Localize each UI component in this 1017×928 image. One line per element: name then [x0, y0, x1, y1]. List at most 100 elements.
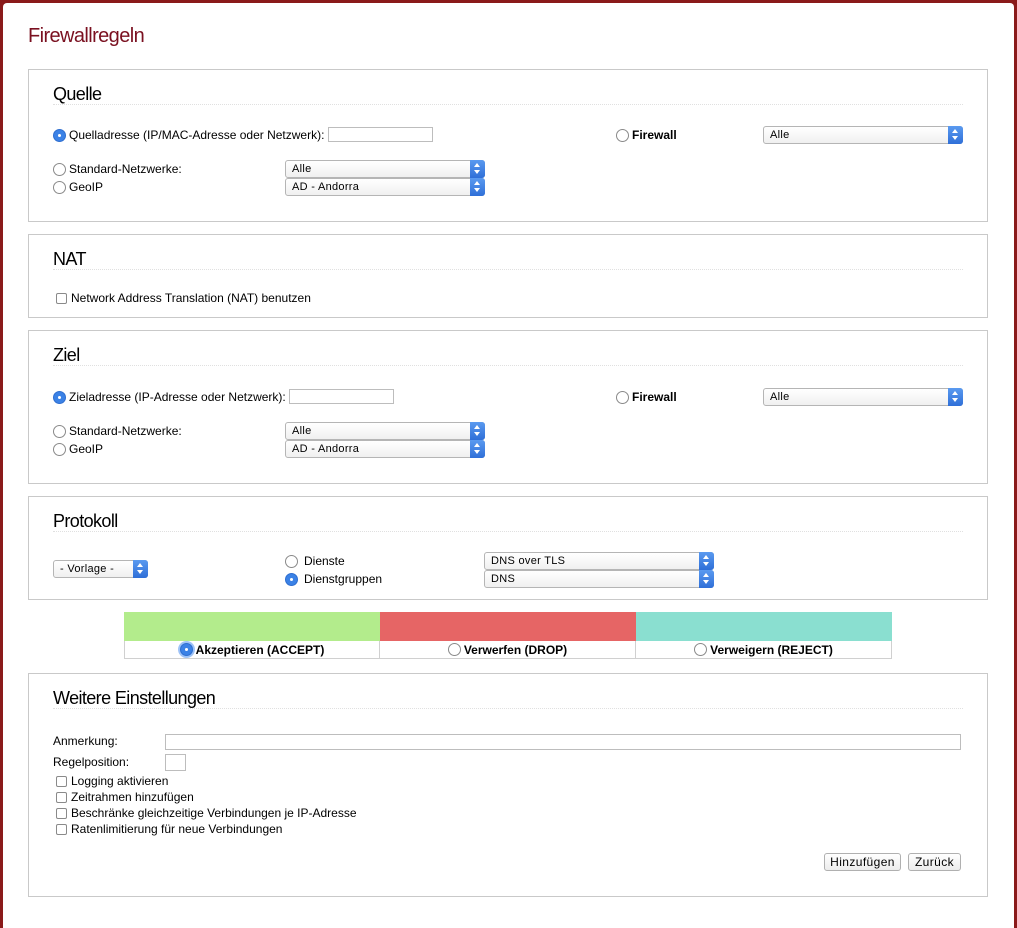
- destination-geoip-select[interactable]: AD - Andorra: [285, 440, 485, 458]
- source-geoip-label: GeoIP: [69, 180, 104, 194]
- source-geoip-option[interactable]: GeoIP: [53, 178, 103, 196]
- nat-section-title: NAT: [53, 249, 86, 269]
- destination-address-option[interactable]: Zieladresse (IP-Adresse oder Netzwerk):: [53, 388, 286, 406]
- nat-checkbox[interactable]: [56, 292, 67, 304]
- protocol-template-select[interactable]: - Vorlage -: [53, 560, 148, 578]
- chevron-updown-icon: [470, 160, 485, 178]
- destination-geoip-option[interactable]: GeoIP: [53, 440, 103, 458]
- source-standard-networks-label: Standard-Netzwerke:: [69, 162, 182, 176]
- protocol-services-label: Dienste: [304, 554, 345, 568]
- source-firewall-label: Firewall: [632, 128, 677, 142]
- logging-label: Logging aktivieren: [71, 774, 169, 788]
- destination-address-input[interactable]: [289, 389, 394, 404]
- source-firewall-option[interactable]: Firewall: [616, 126, 677, 144]
- destination-address-label: Zieladresse (IP-Adresse oder Netzwerk):: [69, 390, 286, 404]
- remark-input[interactable]: [165, 734, 961, 750]
- drop-option[interactable]: Verwerfen (DROP): [380, 641, 636, 659]
- source-section: Quelle Quelladresse (IP/MAC-Adresse oder…: [28, 69, 988, 222]
- protocol-section: Protokoll - Vorlage - Dienste DNS over T…: [28, 496, 988, 600]
- source-firewall-select-value: Alle: [770, 129, 790, 141]
- protocol-service-groups-option[interactable]: Dienstgruppen: [285, 570, 382, 588]
- destination-standard-networks-option[interactable]: Standard-Netzwerke:: [53, 422, 182, 440]
- source-geoip-select[interactable]: AD - Andorra: [285, 178, 485, 196]
- source-standard-networks-value: Alle: [292, 163, 312, 175]
- limit-connections-option[interactable]: Beschränke gleichzeitige Verbindungen je…: [56, 804, 357, 822]
- source-address-input[interactable]: [328, 127, 433, 142]
- destination-section: Ziel Zieladresse (IP-Adresse oder Netzwe…: [28, 330, 988, 484]
- chevron-updown-icon: [470, 422, 485, 440]
- protocol-template-value: - Vorlage -: [60, 563, 115, 575]
- nat-checkbox-label: Network Address Translation (NAT) benutz…: [71, 291, 311, 305]
- protocol-service-groups-select[interactable]: DNS: [484, 570, 714, 588]
- rate-limit-label: Ratenlimitierung für neue Verbindungen: [71, 822, 283, 836]
- reject-option[interactable]: Verweigern (REJECT): [636, 641, 892, 659]
- accept-option[interactable]: Akzeptieren (ACCEPT): [124, 641, 380, 659]
- chevron-updown-icon: [948, 126, 963, 144]
- protocol-service-groups-value: DNS: [491, 573, 516, 585]
- position-row: Regelposition:: [53, 753, 129, 771]
- chevron-updown-icon: [948, 388, 963, 406]
- source-firewall-select[interactable]: Alle: [763, 126, 963, 144]
- chevron-updown-icon: [133, 560, 148, 578]
- remark-label: Anmerkung:: [53, 734, 118, 748]
- destination-firewall-label: Firewall: [632, 390, 677, 404]
- protocol-service-groups-radio[interactable]: [285, 572, 298, 586]
- source-standard-networks-radio[interactable]: [53, 162, 66, 176]
- destination-firewall-option[interactable]: Firewall: [616, 388, 677, 406]
- destination-geoip-label: GeoIP: [69, 442, 104, 456]
- more-settings-section: Weitere Einstellungen Anmerkung: Regelpo…: [28, 673, 988, 897]
- chevron-updown-icon: [699, 570, 714, 588]
- rule-action-selector: Akzeptieren (ACCEPT) Verwerfen (DROP) Ve…: [124, 612, 892, 659]
- destination-firewall-select[interactable]: Alle: [763, 388, 963, 406]
- protocol-services-radio[interactable]: [285, 554, 298, 568]
- destination-geoip-radio[interactable]: [53, 442, 66, 456]
- chevron-updown-icon: [699, 552, 714, 570]
- logging-checkbox[interactable]: [56, 775, 67, 787]
- timeframe-label: Zeitrahmen hinzufügen: [71, 790, 194, 804]
- destination-standard-networks-value: Alle: [292, 425, 312, 437]
- source-address-radio[interactable]: [53, 128, 66, 142]
- timeframe-checkbox[interactable]: [56, 791, 67, 803]
- destination-standard-networks-label: Standard-Netzwerke:: [69, 424, 182, 438]
- source-section-title: Quelle: [53, 84, 102, 104]
- add-button[interactable]: Hinzufügen: [824, 853, 901, 871]
- chevron-updown-icon: [470, 178, 485, 196]
- limit-connections-label: Beschränke gleichzeitige Verbindungen je…: [71, 806, 357, 820]
- timeframe-option[interactable]: Zeitrahmen hinzufügen: [56, 788, 194, 806]
- protocol-services-value: DNS over TLS: [491, 555, 566, 567]
- reject-radio[interactable]: [694, 643, 708, 656]
- back-button[interactable]: Zurück: [908, 853, 961, 871]
- protocol-services-select[interactable]: DNS over TLS: [484, 552, 714, 570]
- source-standard-networks-select[interactable]: Alle: [285, 160, 485, 178]
- destination-firewall-radio[interactable]: [616, 390, 629, 404]
- protocol-service-groups-label: Dienstgruppen: [304, 572, 383, 586]
- rate-limit-option[interactable]: Ratenlimitierung für neue Verbindungen: [56, 820, 282, 838]
- page-title: Firewallregeln: [28, 25, 145, 47]
- divider: [53, 708, 963, 709]
- nat-option[interactable]: Network Address Translation (NAT) benutz…: [56, 289, 311, 307]
- destination-geoip-value: AD - Andorra: [292, 443, 360, 455]
- rate-limit-checkbox[interactable]: [56, 823, 67, 835]
- logging-option[interactable]: Logging aktivieren: [56, 772, 168, 790]
- accept-color-band: [124, 612, 380, 641]
- accept-label: Akzeptieren (ACCEPT): [195, 642, 325, 657]
- drop-label: Verwerfen (DROP): [463, 642, 568, 657]
- source-geoip-radio[interactable]: [53, 180, 66, 194]
- accept-radio[interactable]: [179, 643, 193, 656]
- source-firewall-radio[interactable]: [616, 128, 629, 142]
- protocol-services-option[interactable]: Dienste: [285, 552, 345, 570]
- source-standard-networks-option[interactable]: Standard-Netzwerke:: [53, 160, 182, 178]
- reject-label: Verweigern (REJECT): [710, 642, 833, 657]
- rule-position-input[interactable]: [165, 754, 186, 771]
- limit-connections-checkbox[interactable]: [56, 807, 67, 819]
- divider: [53, 365, 963, 366]
- protocol-section-title: Protokoll: [53, 511, 118, 531]
- destination-standard-networks-radio[interactable]: [53, 424, 66, 438]
- destination-standard-networks-select[interactable]: Alle: [285, 422, 485, 440]
- source-address-option[interactable]: Quelladresse (IP/MAC-Adresse oder Netzwe…: [53, 126, 324, 144]
- position-label: Regelposition:: [53, 755, 130, 769]
- drop-radio[interactable]: [447, 643, 461, 656]
- nat-section: NAT Network Address Translation (NAT) be…: [28, 234, 988, 318]
- destination-address-radio[interactable]: [53, 390, 66, 404]
- source-address-label: Quelladresse (IP/MAC-Adresse oder Netzwe…: [69, 128, 325, 142]
